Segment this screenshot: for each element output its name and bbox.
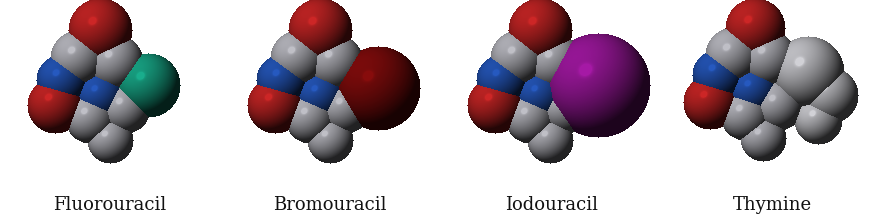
- Text: Bromouracil: Bromouracil: [273, 196, 387, 214]
- Text: Iodouracil: Iodouracil: [505, 196, 599, 214]
- Text: Thymine: Thymine: [732, 196, 811, 214]
- Text: Fluorouracil: Fluorouracil: [53, 196, 167, 214]
